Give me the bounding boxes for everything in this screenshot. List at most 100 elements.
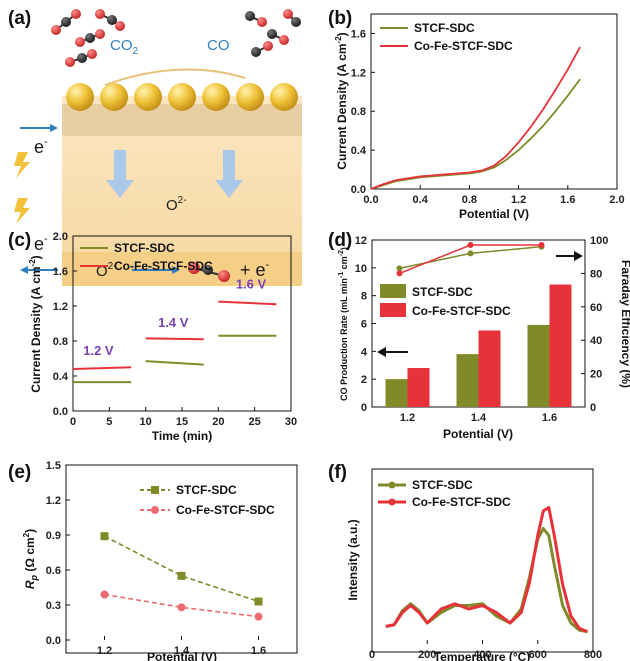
panel-label-f: (f) bbox=[328, 462, 347, 483]
f-xtick-label: 800 bbox=[584, 649, 602, 661]
legend-d-cofe: Co-Fe-STCF-SDC bbox=[412, 304, 511, 318]
d-ytick-right-label: 0 bbox=[590, 402, 596, 414]
d-ytick-label: 4 bbox=[361, 346, 368, 358]
point-e-1-0 bbox=[100, 590, 109, 599]
legend-c: STCF-SDC Co-Fe-STCF-SDC bbox=[80, 241, 213, 273]
co2-molecule-icon bbox=[51, 9, 81, 35]
d-ytick-label: 6 bbox=[361, 319, 367, 331]
legend-e-cofe: Co-Fe-STCF-SDC bbox=[176, 503, 275, 517]
panel-label-b: (b) bbox=[328, 8, 352, 29]
c-ytick-label: 1.2 bbox=[53, 301, 68, 313]
c-xtick-label: 20 bbox=[212, 416, 224, 428]
chart-d: (d) 0 2 4 6 8 10 12 0 20 40 60 80 100 1.2 1.4 1.6 Poten… bbox=[328, 230, 630, 441]
faraday-lines-d bbox=[396, 242, 545, 277]
c-ytick-label: 0.4 bbox=[53, 371, 69, 383]
point-e-0-1 bbox=[177, 571, 186, 580]
c-xtick-label: 5 bbox=[106, 416, 112, 428]
annotation-c-1: 1.4 V bbox=[158, 315, 189, 330]
particle-icon bbox=[236, 83, 264, 111]
point-e-0-0 bbox=[100, 532, 109, 541]
b-ytick-label: 0.8 bbox=[351, 106, 366, 118]
legend-d-stcf: STCF-SDC bbox=[412, 285, 473, 299]
point-e-0-2 bbox=[254, 597, 263, 606]
b-xtick-label: 0.4 bbox=[413, 194, 429, 206]
c-ytick-label: 0.8 bbox=[53, 336, 68, 348]
series-segment-c-1-2 bbox=[218, 300, 277, 306]
ylabel-right-d: Faraday Efficiency (%) bbox=[619, 260, 630, 388]
b-xtick-label: 1.6 bbox=[560, 194, 575, 206]
ylabel-c: Current Density (A cm-2) bbox=[28, 255, 43, 392]
ticks-c: 0 5 10 15 20 25 30 0.0 0.4 0.8 1.2 1.6 2.0 bbox=[53, 231, 297, 428]
c-ytick-label: 2.0 bbox=[53, 231, 68, 243]
co-molecule-icon bbox=[251, 41, 273, 57]
d-ytick-right-label: 80 bbox=[590, 268, 602, 280]
bar-d-1-1 bbox=[478, 330, 501, 407]
faraday-point-d-0-1 bbox=[467, 250, 474, 257]
c-ytick-label: 1.6 bbox=[53, 266, 68, 278]
chart-c: (c) 0 5 10 15 20 25 30 0.0 0.4 0.8 1.2 1.6 2.0 1.2 V… bbox=[8, 230, 297, 443]
right-axis-arrow-icon bbox=[556, 251, 583, 261]
legend-e: STCF-SDC Co-Fe-STCF-SDC bbox=[140, 483, 275, 517]
ion-arrowhead-icon bbox=[172, 266, 180, 274]
faraday-point-d-1-1 bbox=[467, 242, 474, 249]
b-xtick-label: 0.0 bbox=[363, 194, 378, 206]
panel-label-d: (d) bbox=[328, 230, 352, 251]
electron-out-arrowhead-icon bbox=[20, 266, 28, 274]
plot-frame-f bbox=[371, 468, 594, 653]
b-ytick-label: 0.0 bbox=[351, 184, 366, 196]
f-xtick-label: 600 bbox=[529, 649, 547, 661]
ylabel-f: Intensity (a.u.) bbox=[346, 519, 360, 600]
chart-e: (e) 1.2 1.4 1.6 0.0 0.3 0.6 0.9 1.2 1.5 Potentia… bbox=[8, 460, 298, 661]
legend-f: STCF-SDC Co-Fe-STCF-SDC bbox=[378, 478, 511, 509]
particle-icon bbox=[134, 83, 162, 111]
co-label: CO bbox=[207, 37, 230, 54]
b-ytick-label: 1.6 bbox=[351, 28, 366, 40]
oxygen-flow-arrow-icon bbox=[106, 150, 243, 198]
particle-icon bbox=[66, 83, 94, 111]
e-ytick-label: 0.9 bbox=[46, 530, 61, 542]
xlabel-c: Time (min) bbox=[152, 429, 212, 443]
bar-d-1-2 bbox=[549, 284, 572, 407]
electron-top-label: e- bbox=[34, 136, 48, 157]
faraday-point-d-1-2 bbox=[538, 242, 545, 249]
ticks-e: 1.2 1.4 1.6 0.0 0.3 0.6 0.9 1.2 1.5 bbox=[46, 460, 266, 657]
lightning-icon bbox=[14, 152, 30, 224]
panel-label-c: (c) bbox=[8, 230, 31, 251]
faraday-point-d-0-0 bbox=[396, 265, 403, 272]
legend-f-stcf: STCF-SDC bbox=[412, 478, 473, 492]
legend-c-cofe: Co-Fe-STCF-SDC bbox=[114, 259, 213, 273]
bar-d-0-1 bbox=[456, 354, 479, 407]
xlabel-f: Temperature (°C) bbox=[434, 650, 531, 661]
series-b bbox=[370, 46, 581, 190]
legend-b-cofe: Co-Fe-STCF-SDC bbox=[414, 39, 513, 53]
d-ytick-label: 10 bbox=[355, 263, 367, 275]
ticks-f: 0 200 400 600 800 bbox=[369, 640, 602, 661]
exsolved-particles bbox=[66, 83, 298, 111]
series-c bbox=[72, 300, 277, 384]
c-xtick-label: 10 bbox=[140, 416, 152, 428]
ylabel-d: CO Production Rate (mL min-1 cm-2) bbox=[338, 247, 349, 401]
c-xtick-label: 15 bbox=[176, 416, 188, 428]
particle-icon bbox=[100, 83, 128, 111]
c-ytick-label: 0.0 bbox=[53, 406, 68, 418]
plot-frame-b bbox=[370, 13, 618, 190]
f-xtick-label: 200 bbox=[418, 649, 436, 661]
co2-molecule-icon bbox=[65, 49, 97, 67]
c-xtick-label: 0 bbox=[70, 416, 76, 428]
ylabel-e: Rp (Ω cm2) bbox=[22, 529, 39, 589]
series-segment-c-1-1 bbox=[145, 337, 204, 341]
series-line-f-1 bbox=[385, 506, 589, 634]
series-e bbox=[100, 532, 263, 621]
o2-molecule-icon bbox=[188, 262, 230, 282]
series-line-b-1 bbox=[370, 46, 581, 190]
panel-label-a: (a) bbox=[8, 8, 31, 29]
f-xtick-label: 400 bbox=[473, 649, 491, 661]
series-segment-c-1-0 bbox=[72, 366, 132, 370]
xlabel-e: Potential (V) bbox=[147, 650, 217, 661]
e-ytick-label: 1.5 bbox=[46, 460, 61, 472]
legend-f-cofe: Co-Fe-STCF-SDC bbox=[412, 495, 511, 509]
legend-c-stcf: STCF-SDC bbox=[114, 241, 175, 255]
b-xtick-label: 1.2 bbox=[511, 194, 526, 206]
series-f bbox=[385, 506, 589, 634]
